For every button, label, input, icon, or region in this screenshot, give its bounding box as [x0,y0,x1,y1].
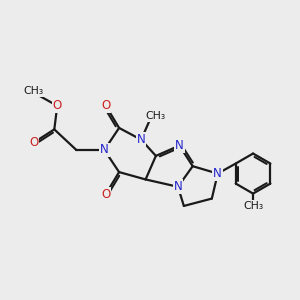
Text: O: O [52,99,62,112]
Text: N: N [100,143,109,157]
Text: N: N [137,133,146,146]
Text: O: O [29,136,38,149]
Text: N: N [174,180,182,193]
Text: CH₃: CH₃ [243,201,263,211]
Text: N: N [175,139,184,152]
Text: CH₃: CH₃ [24,86,44,96]
Text: N: N [213,167,222,180]
Text: O: O [101,188,110,201]
Text: CH₃: CH₃ [145,111,165,121]
Text: O: O [101,99,110,112]
